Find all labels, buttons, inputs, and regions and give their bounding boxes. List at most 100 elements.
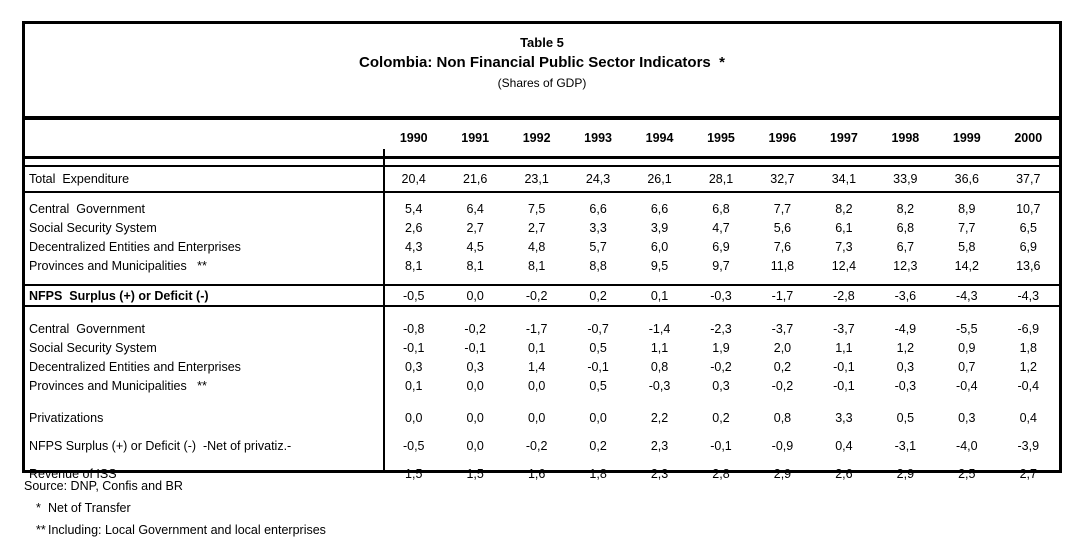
source-note: Source: DNP, Confis and BR	[24, 479, 183, 493]
value-cell: 24,3	[585, 172, 611, 186]
value-cell: 1,1	[835, 340, 853, 355]
value-cell: 0,0	[466, 288, 484, 303]
footnote-text: Net of Transfer	[48, 501, 131, 515]
value-cell: 0,2	[589, 288, 607, 303]
value-cell: 2,7	[527, 220, 546, 235]
value-cell: 3,3	[589, 220, 607, 235]
year-cell: 1998	[891, 131, 920, 145]
footnote: ** Including: Local Government and local…	[24, 522, 326, 538]
value-cell: 0,0	[466, 410, 484, 425]
value-cell: 0,8	[650, 359, 669, 374]
table-row: NFPS Surplus (+) or Deficit (-) -0,5 0,0 -0…	[25, 284, 1059, 307]
value-cell: 1,8	[1019, 340, 1037, 355]
table-row: Decentralized Entities and Enterprises 0,…	[25, 357, 1059, 376]
value-cell: 0,5	[589, 378, 607, 393]
table-row: Central Government -0,8 -0,2 -1,7 -0,7 -1,4 -2…	[25, 319, 1059, 338]
value-cell: 8,2	[896, 201, 915, 216]
value-cell: 37,7	[1016, 172, 1041, 186]
value-cell: -0,2	[525, 438, 548, 453]
value-cell: -2,8	[833, 288, 855, 303]
value-cell: -1,7	[525, 321, 548, 336]
row-label: Provinces and Municipalities **	[29, 258, 207, 273]
value-cell: 8,1	[405, 258, 423, 273]
value-cell: 3,9	[650, 220, 669, 235]
value-cell: 1,5	[405, 466, 423, 481]
value-cell: 7,5	[527, 201, 546, 216]
value-cell: 0,1	[527, 340, 546, 355]
value-cell: 2,9	[896, 466, 915, 481]
value-cell: 32,7	[770, 172, 795, 186]
value-cell: 0,0	[466, 438, 484, 453]
table-row: Social Security System -0,1 -0,1 0,1 0,5 1,1 1…	[25, 338, 1059, 357]
value-cell: -0,3	[894, 378, 917, 393]
value-cell: 4,3	[405, 239, 423, 254]
value-cell: 0,2	[773, 359, 792, 374]
value-cell: 8,1	[527, 258, 546, 273]
value-cell: -0,8	[402, 321, 425, 336]
row-values: 1,5 1,5 1,6 1,8 2,3 2,8 2,9 2,6 2,9 2,5 2,7	[383, 467, 1059, 481]
value-cell: 1,8	[589, 466, 607, 481]
value-cell: 0,1	[405, 378, 423, 393]
row-values: -0,5 0,0 -0,2 0,2 0,1 -0,3 -1,7 -2,8 -3,6 -4,3 -4,…	[383, 289, 1059, 303]
value-cell: 4,5	[466, 239, 484, 254]
row-values: 0,0 0,0 0,0 0,0 2,2 0,2 0,8 3,3 0,5 0,3 0,4	[383, 411, 1059, 425]
value-cell: 8,2	[835, 201, 853, 216]
value-cell: -0,3	[648, 378, 671, 393]
value-cell: -0,2	[771, 378, 794, 393]
value-cell: 5,6	[773, 220, 792, 235]
value-cell: -0,9	[771, 438, 794, 453]
value-cell: 2,6	[835, 466, 853, 481]
value-cell: -0,4	[956, 378, 978, 393]
value-cell: -0,4	[1017, 378, 1040, 393]
header-divider-band	[25, 159, 1059, 167]
value-cell: 0,0	[405, 410, 423, 425]
row-label: Central Government	[29, 321, 146, 336]
value-cell: -0,1	[833, 359, 855, 374]
table-row: NFPS Surplus (+) or Deficit (-) -Net of …	[25, 435, 1059, 456]
value-cell: -2,3	[710, 321, 732, 336]
value-cell: 6,1	[835, 220, 853, 235]
value-cell: 4,8	[527, 239, 546, 254]
value-cell: 1,6	[527, 466, 546, 481]
value-cell: 7,3	[835, 239, 853, 254]
value-cell: 8,1	[466, 258, 484, 273]
row-values: -0,5 0,0 -0,2 0,2 2,3 -0,1 -0,9 0,4 -3,1 -4,0 -3,9	[383, 439, 1059, 453]
footnote: * Net of Transfer	[24, 500, 326, 516]
value-cell: -4,3	[1017, 288, 1040, 303]
value-cell: 7,7	[958, 220, 976, 235]
value-cell: 0,0	[589, 410, 607, 425]
row-label: Social Security System	[29, 340, 157, 355]
value-cell: 6,6	[650, 201, 669, 216]
table-row: Privatizations 0,0 0,0 0,0 0,0 2,2 0,2 0,8 3,3 0,…	[25, 407, 1059, 428]
value-cell: 10,7	[1016, 201, 1041, 216]
value-cell: 1,4	[527, 359, 546, 374]
value-cell: -3,9	[1017, 438, 1040, 453]
value-cell: 12,4	[831, 258, 857, 273]
value-cell: 34,1	[831, 172, 857, 186]
year-cell: 1991	[461, 131, 490, 145]
value-cell: 36,6	[954, 172, 979, 186]
row-label: Total Expenditure	[29, 172, 130, 186]
value-cell: 2,7	[466, 220, 484, 235]
value-cell: 21,6	[463, 172, 488, 186]
value-cell: 0,4	[1019, 410, 1037, 425]
value-cell: -0,1	[464, 340, 486, 355]
value-cell: 14,2	[954, 258, 979, 273]
value-cell: 0,0	[527, 410, 546, 425]
footnote-marker: *	[36, 501, 41, 515]
value-cell: 0,0	[527, 378, 546, 393]
value-cell: 6,0	[650, 239, 669, 254]
value-cell: 1,9	[712, 340, 730, 355]
row-label: Decentralized Entities and Enterprises	[29, 359, 241, 374]
row-values: 5,4 6,4 7,5 6,6 6,6 6,8 7,7 8,2 8,2 8,9 10,7	[383, 202, 1059, 216]
row-values: -0,1 -0,1 0,1 0,5 1,1 1,9 2,0 1,1 1,2 0,9 1,8	[383, 341, 1059, 355]
value-cell: 0,3	[405, 359, 423, 374]
value-cell: -3,7	[833, 321, 855, 336]
value-cell: 12,3	[893, 258, 918, 273]
value-cell: 0,2	[589, 438, 607, 453]
value-cell: 2,6	[405, 220, 423, 235]
year-header-row: 1990 1991 1992 1993 1994 1995 1996 1997 1998 1999…	[25, 120, 1059, 159]
value-cell: 8,8	[589, 258, 607, 273]
value-cell: -0,2	[525, 288, 548, 303]
value-cell: -6,9	[1017, 321, 1040, 336]
